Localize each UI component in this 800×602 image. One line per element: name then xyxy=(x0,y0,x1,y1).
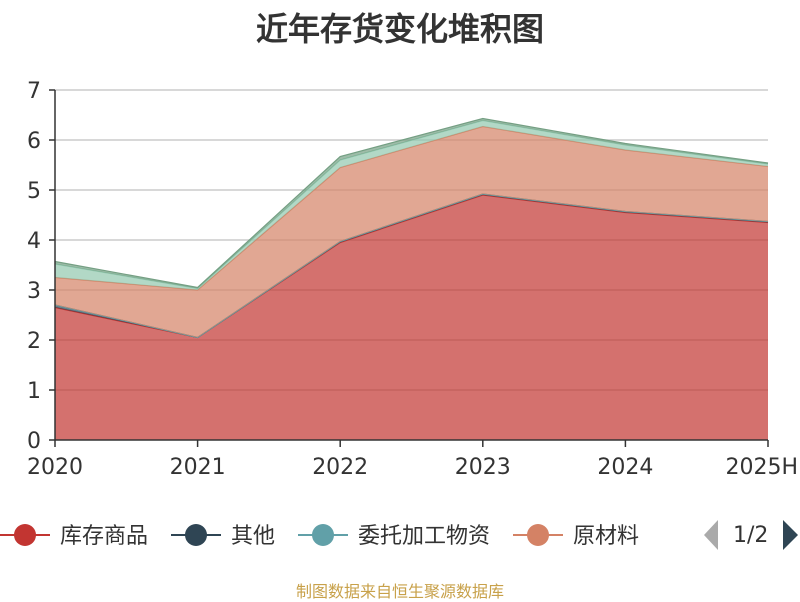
x-tick-label: 2020 xyxy=(27,455,83,480)
y-tick-label: 7 xyxy=(27,79,41,104)
source-note: 制图数据来自恒生聚源数据库 xyxy=(295,582,504,601)
legend-prev-icon[interactable] xyxy=(704,520,718,550)
legend-swatch-dot xyxy=(14,524,36,546)
series-area-3 xyxy=(55,126,768,338)
x-tick-label: 2024 xyxy=(597,455,653,480)
legend-swatch-dot xyxy=(312,524,334,546)
x-tick-label: 2023 xyxy=(455,455,511,480)
x-tick-label: 2025H xyxy=(725,455,798,480)
axis-layer: 0 1 2 3 4 5 6 7 2020 2021 2022 2023 2024 2025H xyxy=(27,79,798,480)
area-layer xyxy=(54,117,769,440)
series-area-0 xyxy=(55,195,768,440)
x-tick-label: 2021 xyxy=(170,455,226,480)
y-tick-label: 2 xyxy=(27,329,41,354)
legend-item-label[interactable]: 委托加工物资 xyxy=(358,524,490,549)
legend: 库存商品 其他 委托加工物资 原材料 xyxy=(0,524,639,549)
y-tick-label: 6 xyxy=(27,129,41,154)
legend-swatch-dot xyxy=(527,524,549,546)
legend-pager: 1/2 xyxy=(704,520,798,550)
legend-item-label[interactable]: 其他 xyxy=(231,524,275,549)
legend-page-indicator: 1/2 xyxy=(733,523,768,548)
series-line-5 xyxy=(54,117,769,289)
y-tick-label: 3 xyxy=(27,279,41,304)
y-tick-label: 4 xyxy=(27,229,41,254)
legend-next-icon[interactable] xyxy=(783,520,798,550)
legend-swatch-dot xyxy=(185,524,207,546)
chart-title: 近年存货变化堆积图 xyxy=(255,10,544,48)
legend-item-label[interactable]: 库存商品 xyxy=(60,524,148,549)
y-tick-label: 1 xyxy=(27,379,41,404)
y-tick-label: 0 xyxy=(27,429,41,454)
y-tick-label: 5 xyxy=(27,179,41,204)
legend-item-label[interactable]: 原材料 xyxy=(573,524,639,549)
x-tick-label: 2022 xyxy=(312,455,368,480)
